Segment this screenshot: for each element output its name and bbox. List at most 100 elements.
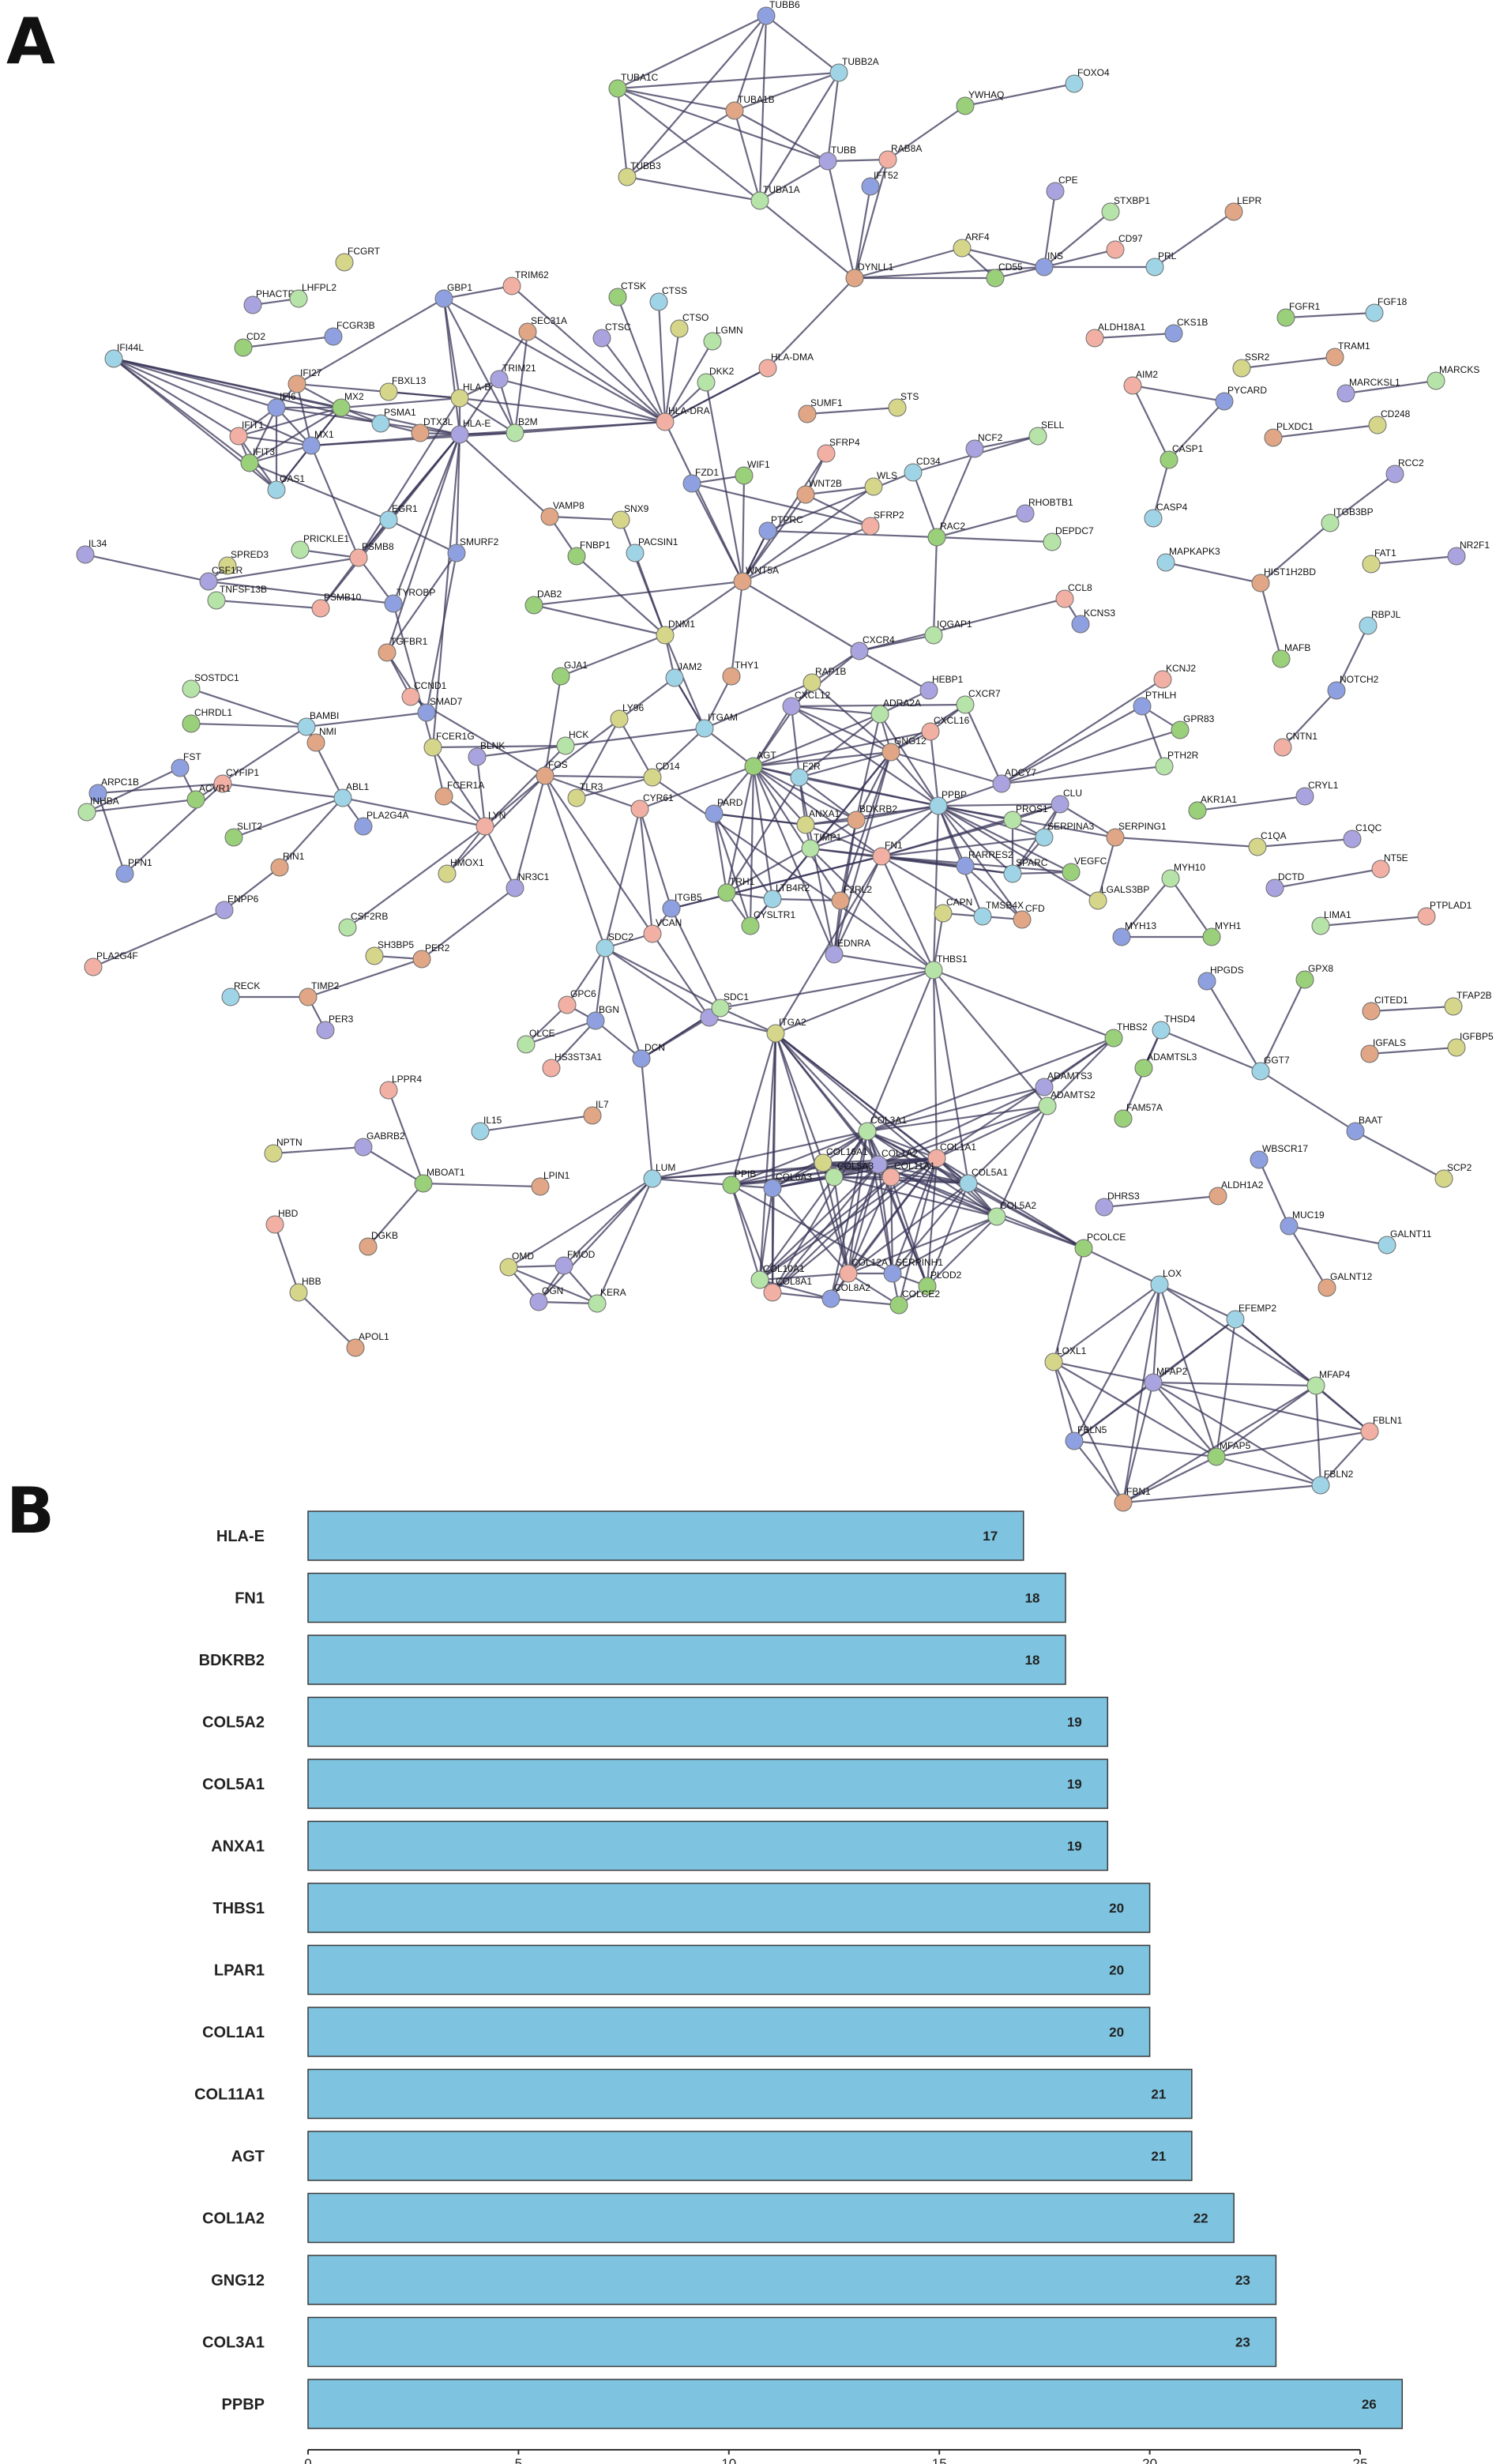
network-edge — [273, 1224, 300, 1293]
network-edge — [459, 397, 516, 434]
network-node: PER2 — [412, 942, 450, 969]
network-node: WIF1 — [735, 459, 770, 485]
network-edge — [603, 947, 643, 1059]
node-label: TRH1 — [730, 876, 755, 887]
network-edge — [538, 1178, 653, 1303]
network-node: PER3 — [316, 1014, 354, 1040]
bar-value-label: 22 — [1193, 2211, 1208, 2226]
node-circle — [1016, 504, 1035, 523]
network-edge — [1047, 1037, 1114, 1107]
node-label: DNM1 — [668, 619, 695, 630]
node-circle — [802, 673, 821, 692]
network-edge — [968, 1183, 1084, 1249]
node-circle — [1153, 670, 1172, 689]
node-label: FBXL13 — [392, 375, 427, 386]
network-node: SDC1 — [711, 991, 749, 1018]
node-label: DEPDC7 — [1055, 525, 1094, 536]
node-circle — [207, 591, 226, 610]
network-node: SUMF1 — [798, 397, 843, 423]
node-label: COL11A1 — [894, 1161, 935, 1172]
network-edge — [190, 687, 307, 728]
network-edge — [601, 337, 666, 423]
network-node: PLOD2 — [918, 1270, 962, 1296]
network-edge — [671, 908, 721, 1009]
network-edge — [742, 581, 860, 652]
network-edge — [833, 953, 934, 972]
network-edge — [551, 1020, 596, 1069]
node-label: TIMP1 — [814, 832, 842, 843]
node-label: MAPKAPK3 — [1169, 546, 1220, 557]
network-edge — [759, 1176, 892, 1281]
network-node: IFI6 — [267, 391, 296, 417]
node-circle — [1248, 837, 1267, 856]
node-circle — [1368, 416, 1387, 434]
network-node: FBLN2 — [1311, 1469, 1354, 1495]
node-label: ADAMTS3 — [1047, 1070, 1092, 1082]
network-edge — [638, 808, 654, 935]
network-edge — [933, 969, 1114, 1040]
network-edge — [830, 1297, 900, 1307]
network-edge — [423, 1182, 541, 1188]
network-edge — [1168, 401, 1225, 461]
network-edge — [799, 776, 939, 807]
category-label: BDKRB2 — [199, 1652, 265, 1669]
network-node: MFAP2 — [1144, 1366, 1188, 1392]
node-label: DTX3L — [423, 416, 453, 427]
node-circle — [757, 6, 776, 25]
network-node: SPARC — [1003, 857, 1048, 883]
node-circle — [1311, 1476, 1330, 1495]
node-circle — [1028, 427, 1047, 446]
network-node: APOL1 — [346, 1331, 389, 1357]
network-edge — [566, 947, 606, 1006]
network-edge — [560, 634, 666, 678]
network-edge — [626, 110, 735, 178]
network-edge — [933, 969, 1048, 1107]
node-circle — [956, 96, 975, 115]
node-circle — [656, 412, 675, 431]
node-label: OMD — [512, 1251, 534, 1262]
network-node: ADAMTS3 — [1035, 1070, 1092, 1097]
network-edge — [691, 482, 871, 528]
network-node: SCP2 — [1434, 1162, 1472, 1188]
network-edge — [822, 1161, 879, 1166]
node-label: EGR1 — [392, 503, 418, 514]
node-circle — [1101, 202, 1120, 221]
node-circle — [717, 883, 736, 902]
node-circle — [115, 864, 134, 883]
network-edge — [443, 298, 666, 423]
panel-label-b: B — [6, 1474, 55, 1548]
network-edge — [772, 1176, 892, 1293]
node-circle — [218, 556, 237, 575]
node-circle — [531, 1177, 550, 1196]
network-edge — [652, 933, 710, 1018]
network-node: FOS — [536, 759, 568, 785]
network-node: CD97 — [1106, 233, 1143, 259]
network-edge — [890, 750, 1002, 785]
node-circle — [215, 901, 234, 920]
node-label: DHRS3 — [1107, 1191, 1140, 1202]
node-label: CXCR4 — [863, 634, 895, 645]
node-label: ADAMTSL3 — [1147, 1051, 1197, 1063]
network-edge — [113, 358, 239, 437]
node-label: FBLN1 — [1373, 1415, 1403, 1426]
node-label: PPIB — [735, 1168, 756, 1179]
node-circle — [434, 289, 453, 308]
network-edge — [799, 713, 881, 778]
network-edge — [1369, 1046, 1457, 1055]
network-edge — [386, 552, 457, 653]
node-circle — [695, 719, 714, 738]
network-node: B2M — [506, 416, 538, 442]
node-label: CXCL12 — [795, 690, 831, 701]
node-circle — [316, 1021, 335, 1040]
node-label: PER3 — [329, 1014, 354, 1025]
node-circle — [750, 191, 769, 210]
network-node: SFRP2 — [861, 510, 904, 536]
network-edge — [446, 826, 486, 875]
node-label: PLA2G4F — [96, 950, 138, 961]
network-node: RAB8A — [878, 143, 922, 169]
network-node: HBB — [289, 1276, 321, 1302]
network-edge — [385, 434, 461, 653]
node-label: BAAT — [1359, 1115, 1383, 1126]
node-circle — [306, 733, 325, 752]
network-node: ADAMTSL3 — [1134, 1051, 1197, 1078]
